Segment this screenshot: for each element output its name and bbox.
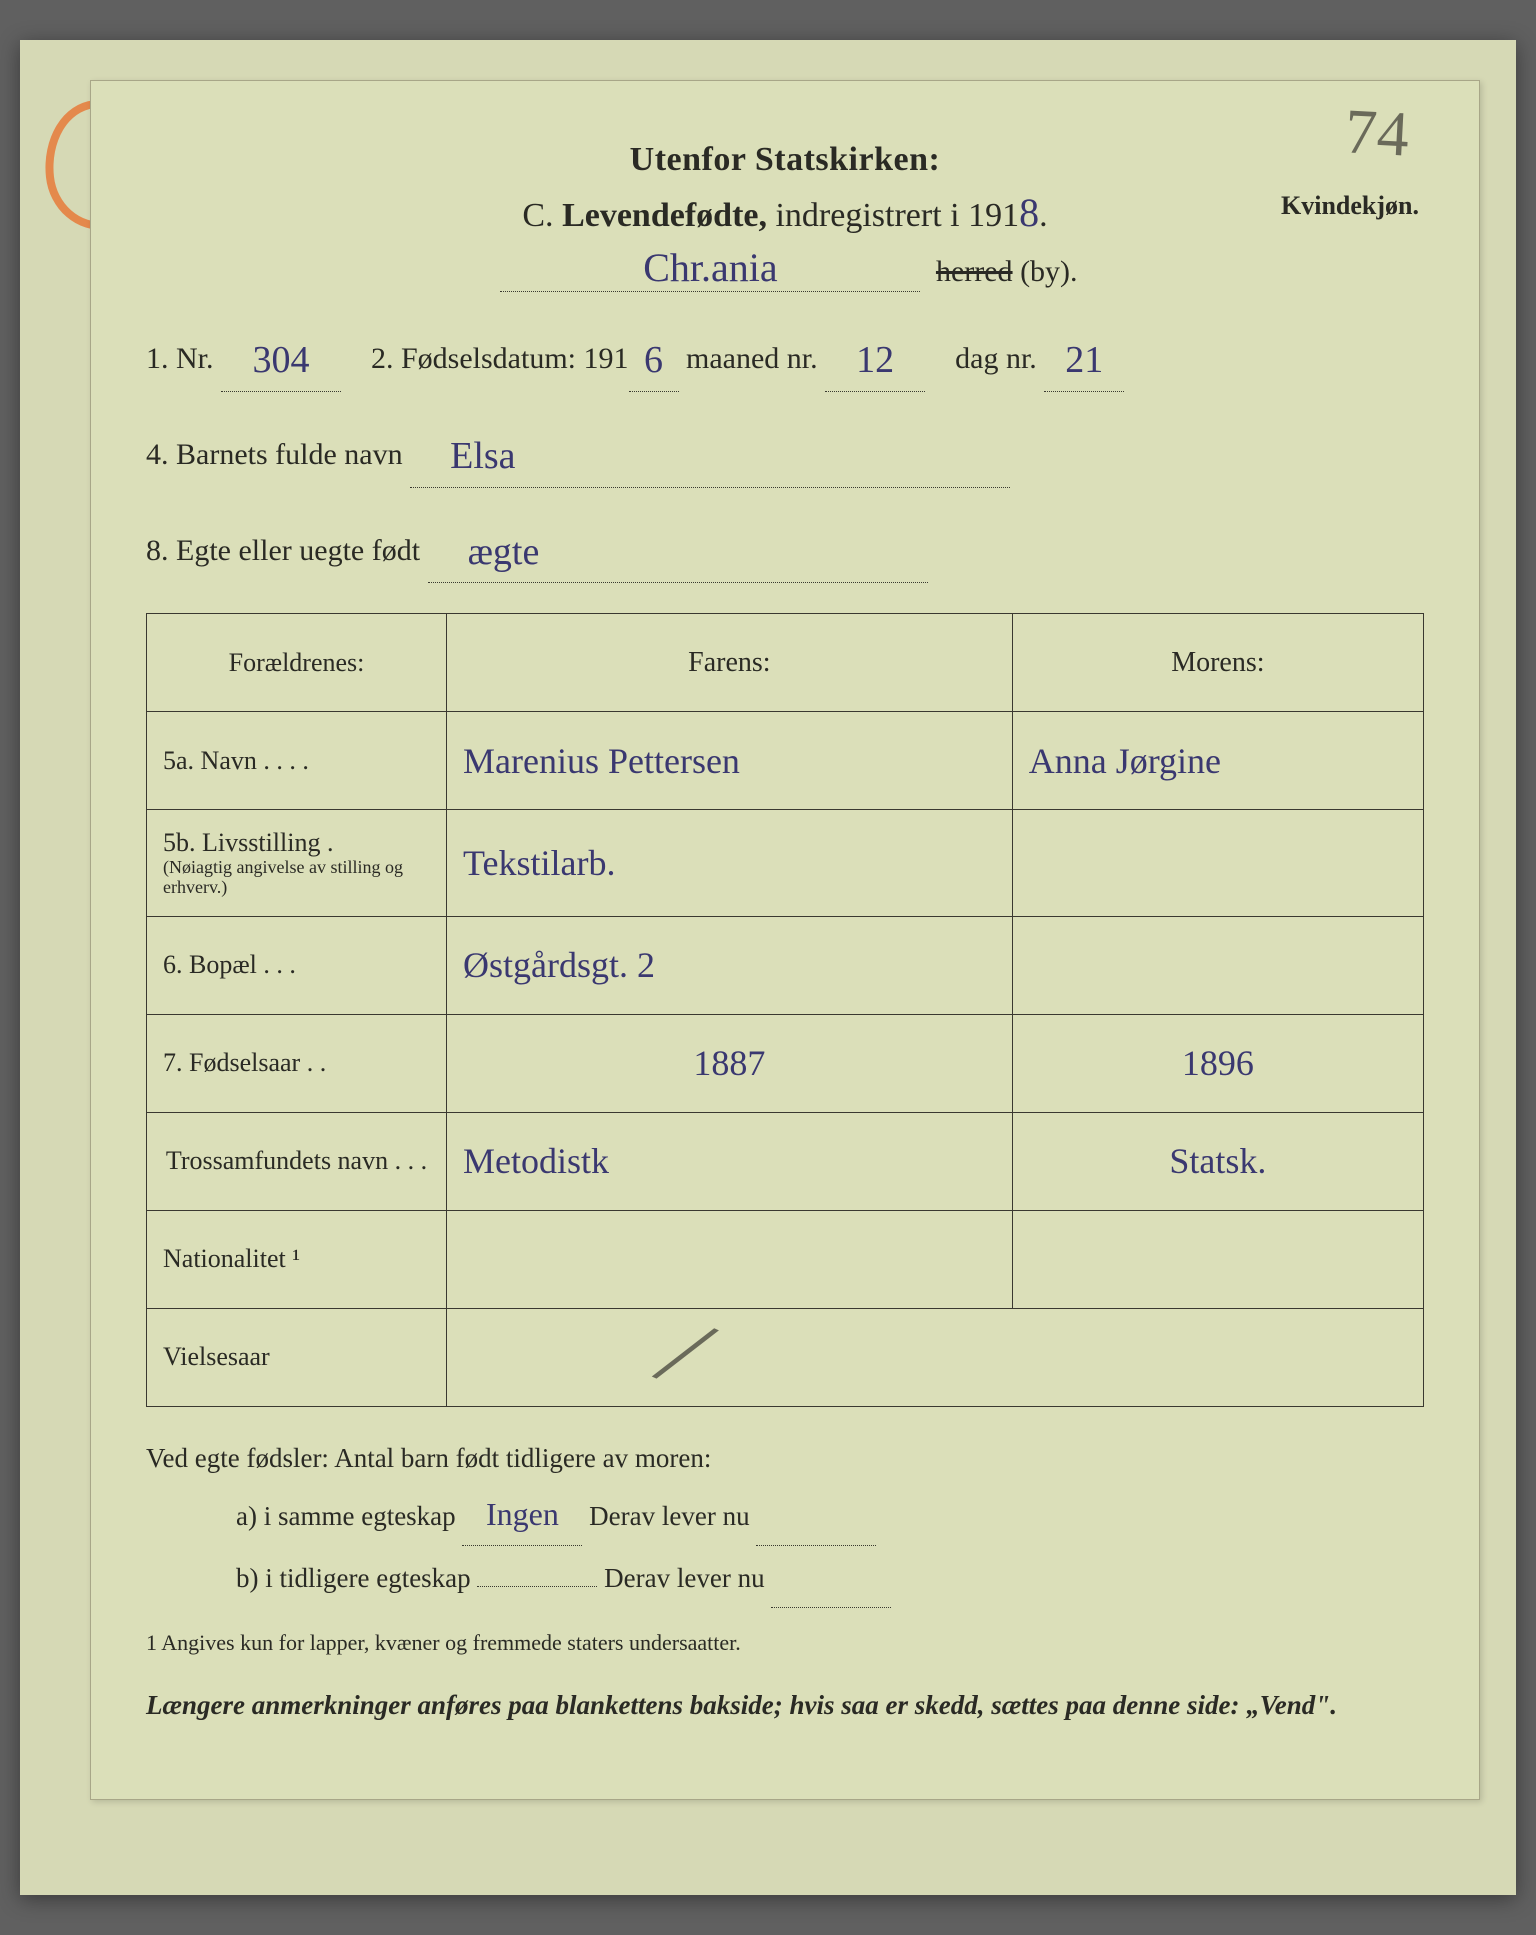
month-label: maaned nr. xyxy=(686,342,818,375)
header-mainword: Levendefødte, xyxy=(562,197,767,234)
vielsesaar-cell: ╱ xyxy=(447,1308,1424,1406)
birth-year-digit: 6 xyxy=(629,330,679,392)
mor-fodselsaar: 1896 xyxy=(1012,1014,1423,1112)
table-body: 5a. Navn . . . . Marenius Pettersen Anna… xyxy=(147,712,1424,1407)
location-line: Chr.ania herred (by). xyxy=(146,244,1424,292)
birthdate-label: 2. Fødselsdatum: 191 xyxy=(371,342,629,375)
below-b-value xyxy=(477,1586,597,1587)
gender-label: Kvindekjøn. xyxy=(1281,191,1419,221)
table-header-row: Forældrenes: Farens: Morens: xyxy=(147,614,1424,712)
scan-page: 74 Utenfor Statskirken: C. Levendefødte,… xyxy=(20,40,1516,1895)
header-period: . xyxy=(1039,197,1048,234)
lbl-nationalitet: Nationalitet ¹ xyxy=(147,1210,447,1308)
below-a-label: a) i samme egteskap xyxy=(236,1501,456,1531)
row-childname: 4. Barnets fulde navn Elsa xyxy=(146,422,1424,484)
below-b-label: b) i tidligere egteskap xyxy=(236,1563,471,1593)
form-card: 74 Utenfor Statskirken: C. Levendefødte,… xyxy=(90,80,1480,1800)
childname-value: Elsa xyxy=(410,426,1010,488)
header-subtitle: C. Levendefødte, indregistrert i 1918. xyxy=(146,189,1424,236)
below-a-value: Ingen xyxy=(462,1484,582,1546)
row-navn: 5a. Navn . . . . Marenius Pettersen Anna… xyxy=(147,712,1424,810)
lbl-livs-text: 5b. Livsstilling . xyxy=(163,828,333,857)
below-b-derav-value xyxy=(771,1546,891,1608)
below-a-line: a) i samme egteskap Ingen Derav lever nu xyxy=(146,1484,1424,1546)
mor-navn: Anna Jørgine xyxy=(1012,712,1423,810)
below-intro: Ved egte fødsler: Antal barn født tidlig… xyxy=(146,1433,1424,1484)
th-forældrenes: Forældrenes: xyxy=(147,614,447,712)
nr-label: 1. Nr. xyxy=(146,342,214,375)
header-suffix: indregistrert i 191 xyxy=(775,197,1019,234)
below-a-derav-value xyxy=(756,1484,876,1546)
mor-nationalitet xyxy=(1012,1210,1423,1308)
row-nr-date: 1. Nr. 304 2. Fødselsdatum: 1916 maaned … xyxy=(146,326,1424,388)
legit-label: 8. Egte eller uegte født xyxy=(146,534,420,567)
below-a-derav: Derav lever nu xyxy=(589,1501,749,1531)
below-section: Ved egte fødsler: Antal barn født tidlig… xyxy=(146,1433,1424,1608)
mor-bopael xyxy=(1012,916,1423,1014)
herred-label: herred xyxy=(936,255,1013,288)
header-title: Utenfor Statskirken: xyxy=(146,141,1424,179)
far-navn: Marenius Pettersen xyxy=(447,712,1013,810)
childname-label: 4. Barnets fulde navn xyxy=(146,438,403,471)
far-fodselsaar: 1887 xyxy=(447,1014,1013,1112)
th-morens: Morens: xyxy=(1012,614,1423,712)
day-value: 21 xyxy=(1044,330,1124,392)
instruction: Længere anmerkninger anføres paa blanket… xyxy=(146,1684,1424,1727)
parents-table: Forældrenes: Farens: Morens: 5a. Navn . … xyxy=(146,613,1424,1407)
lbl-fodselsaar: 7. Fødselsaar . . xyxy=(147,1014,447,1112)
by-label: (by). xyxy=(1020,255,1077,288)
footnote: 1 Angives kun for lapper, kvæner og frem… xyxy=(146,1630,1424,1656)
row-legit: 8. Egte eller uegte født ægte xyxy=(146,518,1424,580)
row-livsstilling: 5b. Livsstilling . (Nøiagtig angivelse a… xyxy=(147,810,1424,917)
far-livsstilling: Tekstilarb. xyxy=(447,810,1013,917)
lbl-bopael: 6. Bopæl . . . xyxy=(147,916,447,1014)
dash-mark: ╱ xyxy=(654,1315,716,1394)
row-trossamfund: Trossamfundets navn . . . Metodistk Stat… xyxy=(147,1112,1424,1210)
lbl-livsstilling: 5b. Livsstilling . (Nøiagtig angivelse a… xyxy=(147,810,447,917)
day-label: dag nr. xyxy=(955,342,1037,375)
below-b-line: b) i tidligere egteskap Derav lever nu xyxy=(146,1546,1424,1608)
far-trossamfund: Metodistk xyxy=(447,1112,1013,1210)
header-prefix: C. xyxy=(522,197,553,234)
location-value: Chr.ania xyxy=(500,244,920,292)
legit-value: ægte xyxy=(428,522,928,584)
below-b-derav: Derav lever nu xyxy=(604,1563,764,1593)
month-value: 12 xyxy=(825,330,925,392)
row-nationalitet: Nationalitet ¹ xyxy=(147,1210,1424,1308)
row-bopael: 6. Bopæl . . . Østgårdsgt. 2 xyxy=(147,916,1424,1014)
lbl-trossamfund: Trossamfundets navn . . . xyxy=(147,1112,447,1210)
row-fodselsaar: 7. Fødselsaar . . 1887 1896 xyxy=(147,1014,1424,1112)
header: Utenfor Statskirken: C. Levendefødte, in… xyxy=(146,141,1424,236)
far-bopael: Østgårdsgt. 2 xyxy=(447,916,1013,1014)
lbl-vielsesaar: Vielsesaar xyxy=(147,1308,447,1406)
row-vielsesaar: Vielsesaar ╱ xyxy=(147,1308,1424,1406)
nr-value: 304 xyxy=(221,330,341,392)
year-digit-hand: 8 xyxy=(1019,190,1039,235)
lbl-navn: 5a. Navn . . . . xyxy=(147,712,447,810)
mor-livsstilling xyxy=(1012,810,1423,917)
far-nationalitet xyxy=(447,1210,1013,1308)
page-number-pencil: 74 xyxy=(1343,94,1411,171)
th-farens: Farens: xyxy=(447,614,1013,712)
mor-trossamfund: Statsk. xyxy=(1012,1112,1423,1210)
lbl-livs-sub: (Nøiagtig angivelse av stilling og erhve… xyxy=(163,858,430,898)
